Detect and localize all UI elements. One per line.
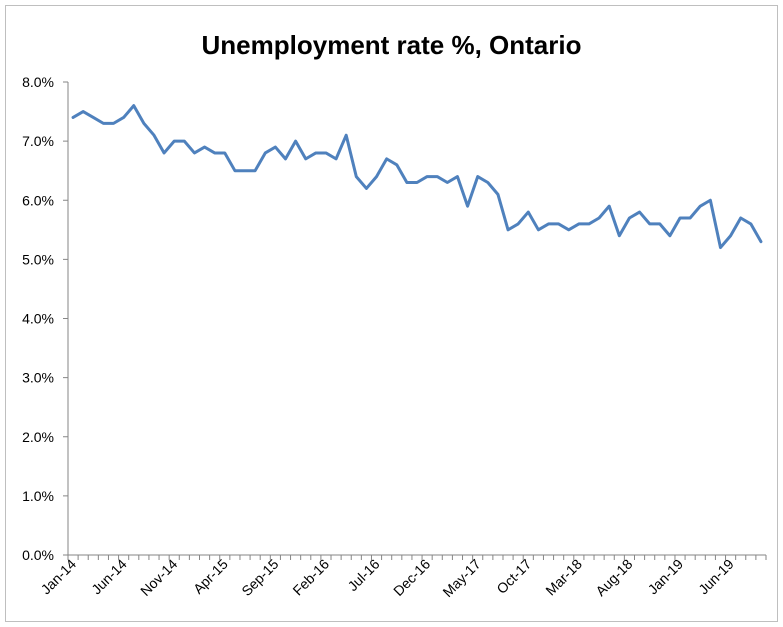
x-tick-label: Mar-18: [542, 556, 585, 599]
x-tick-label: Nov-14: [137, 556, 180, 599]
y-tick-label: 0.0%: [22, 547, 54, 563]
y-tick-label: 2.0%: [22, 429, 54, 445]
series-line: [71, 104, 763, 250]
y-tick-label: 4.0%: [22, 311, 54, 327]
x-tick-label: Jul-16: [344, 556, 382, 594]
y-tick-label: 8.0%: [22, 74, 54, 90]
y-tick-label: 3.0%: [22, 370, 54, 386]
x-tick-label: Sep-15: [238, 556, 281, 599]
chart-title: Unemployment rate %, Ontario: [201, 30, 582, 60]
y-tick-label: 1.0%: [22, 488, 54, 504]
x-tick-label: May-17: [439, 556, 483, 600]
y-tick-label: 6.0%: [22, 192, 54, 208]
x-tick-label: Jun-14: [88, 556, 130, 598]
y-tick-label: 5.0%: [22, 251, 54, 267]
x-tick-label: Jun-19: [695, 556, 737, 598]
y-tick-label: 7.0%: [22, 133, 54, 149]
x-tick-label: Aug-18: [592, 556, 635, 599]
x-tick-label: Oct-17: [493, 556, 534, 597]
x-tick-label: Apr-15: [190, 556, 231, 597]
plot-area: [71, 104, 763, 250]
x-tick-label: Dec-16: [390, 556, 433, 599]
x-tick-label: Feb-16: [289, 556, 332, 599]
x-tick-label: Jan-19: [645, 556, 687, 598]
y-axis: 0.0% 1.0% 2.0% 3.0% 4.0% 5.0% 6.0% 7.0% 8.0%: [22, 74, 69, 563]
x-axis: Jan-14 Jun-14 Nov-14 Apr-15 Sep-15 Feb-16 Jul-…: [38, 554, 767, 600]
